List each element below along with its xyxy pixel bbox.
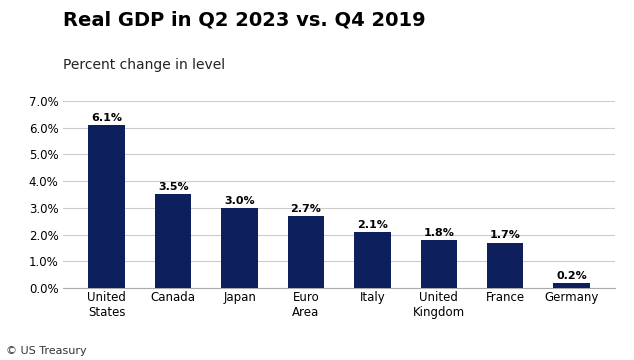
Text: Percent change in level: Percent change in level [63,58,226,72]
Text: 1.7%: 1.7% [490,230,521,240]
Bar [155,194,191,288]
Bar [288,216,324,288]
Text: 1.8%: 1.8% [424,228,454,238]
Text: © US Treasury: © US Treasury [6,346,87,356]
Bar [354,232,391,288]
Text: 2.7%: 2.7% [290,204,321,213]
Bar [221,208,258,288]
Text: 0.2%: 0.2% [556,270,587,280]
Text: Real GDP in Q2 2023 vs. Q4 2019: Real GDP in Q2 2023 vs. Q4 2019 [63,11,426,30]
Bar [89,125,125,288]
Bar [553,283,590,288]
Text: 3.0%: 3.0% [224,195,255,206]
Bar [420,240,457,288]
Text: 6.1%: 6.1% [91,113,122,123]
Text: 2.1%: 2.1% [357,220,388,230]
Bar [487,243,524,288]
Text: 3.5%: 3.5% [158,182,188,192]
